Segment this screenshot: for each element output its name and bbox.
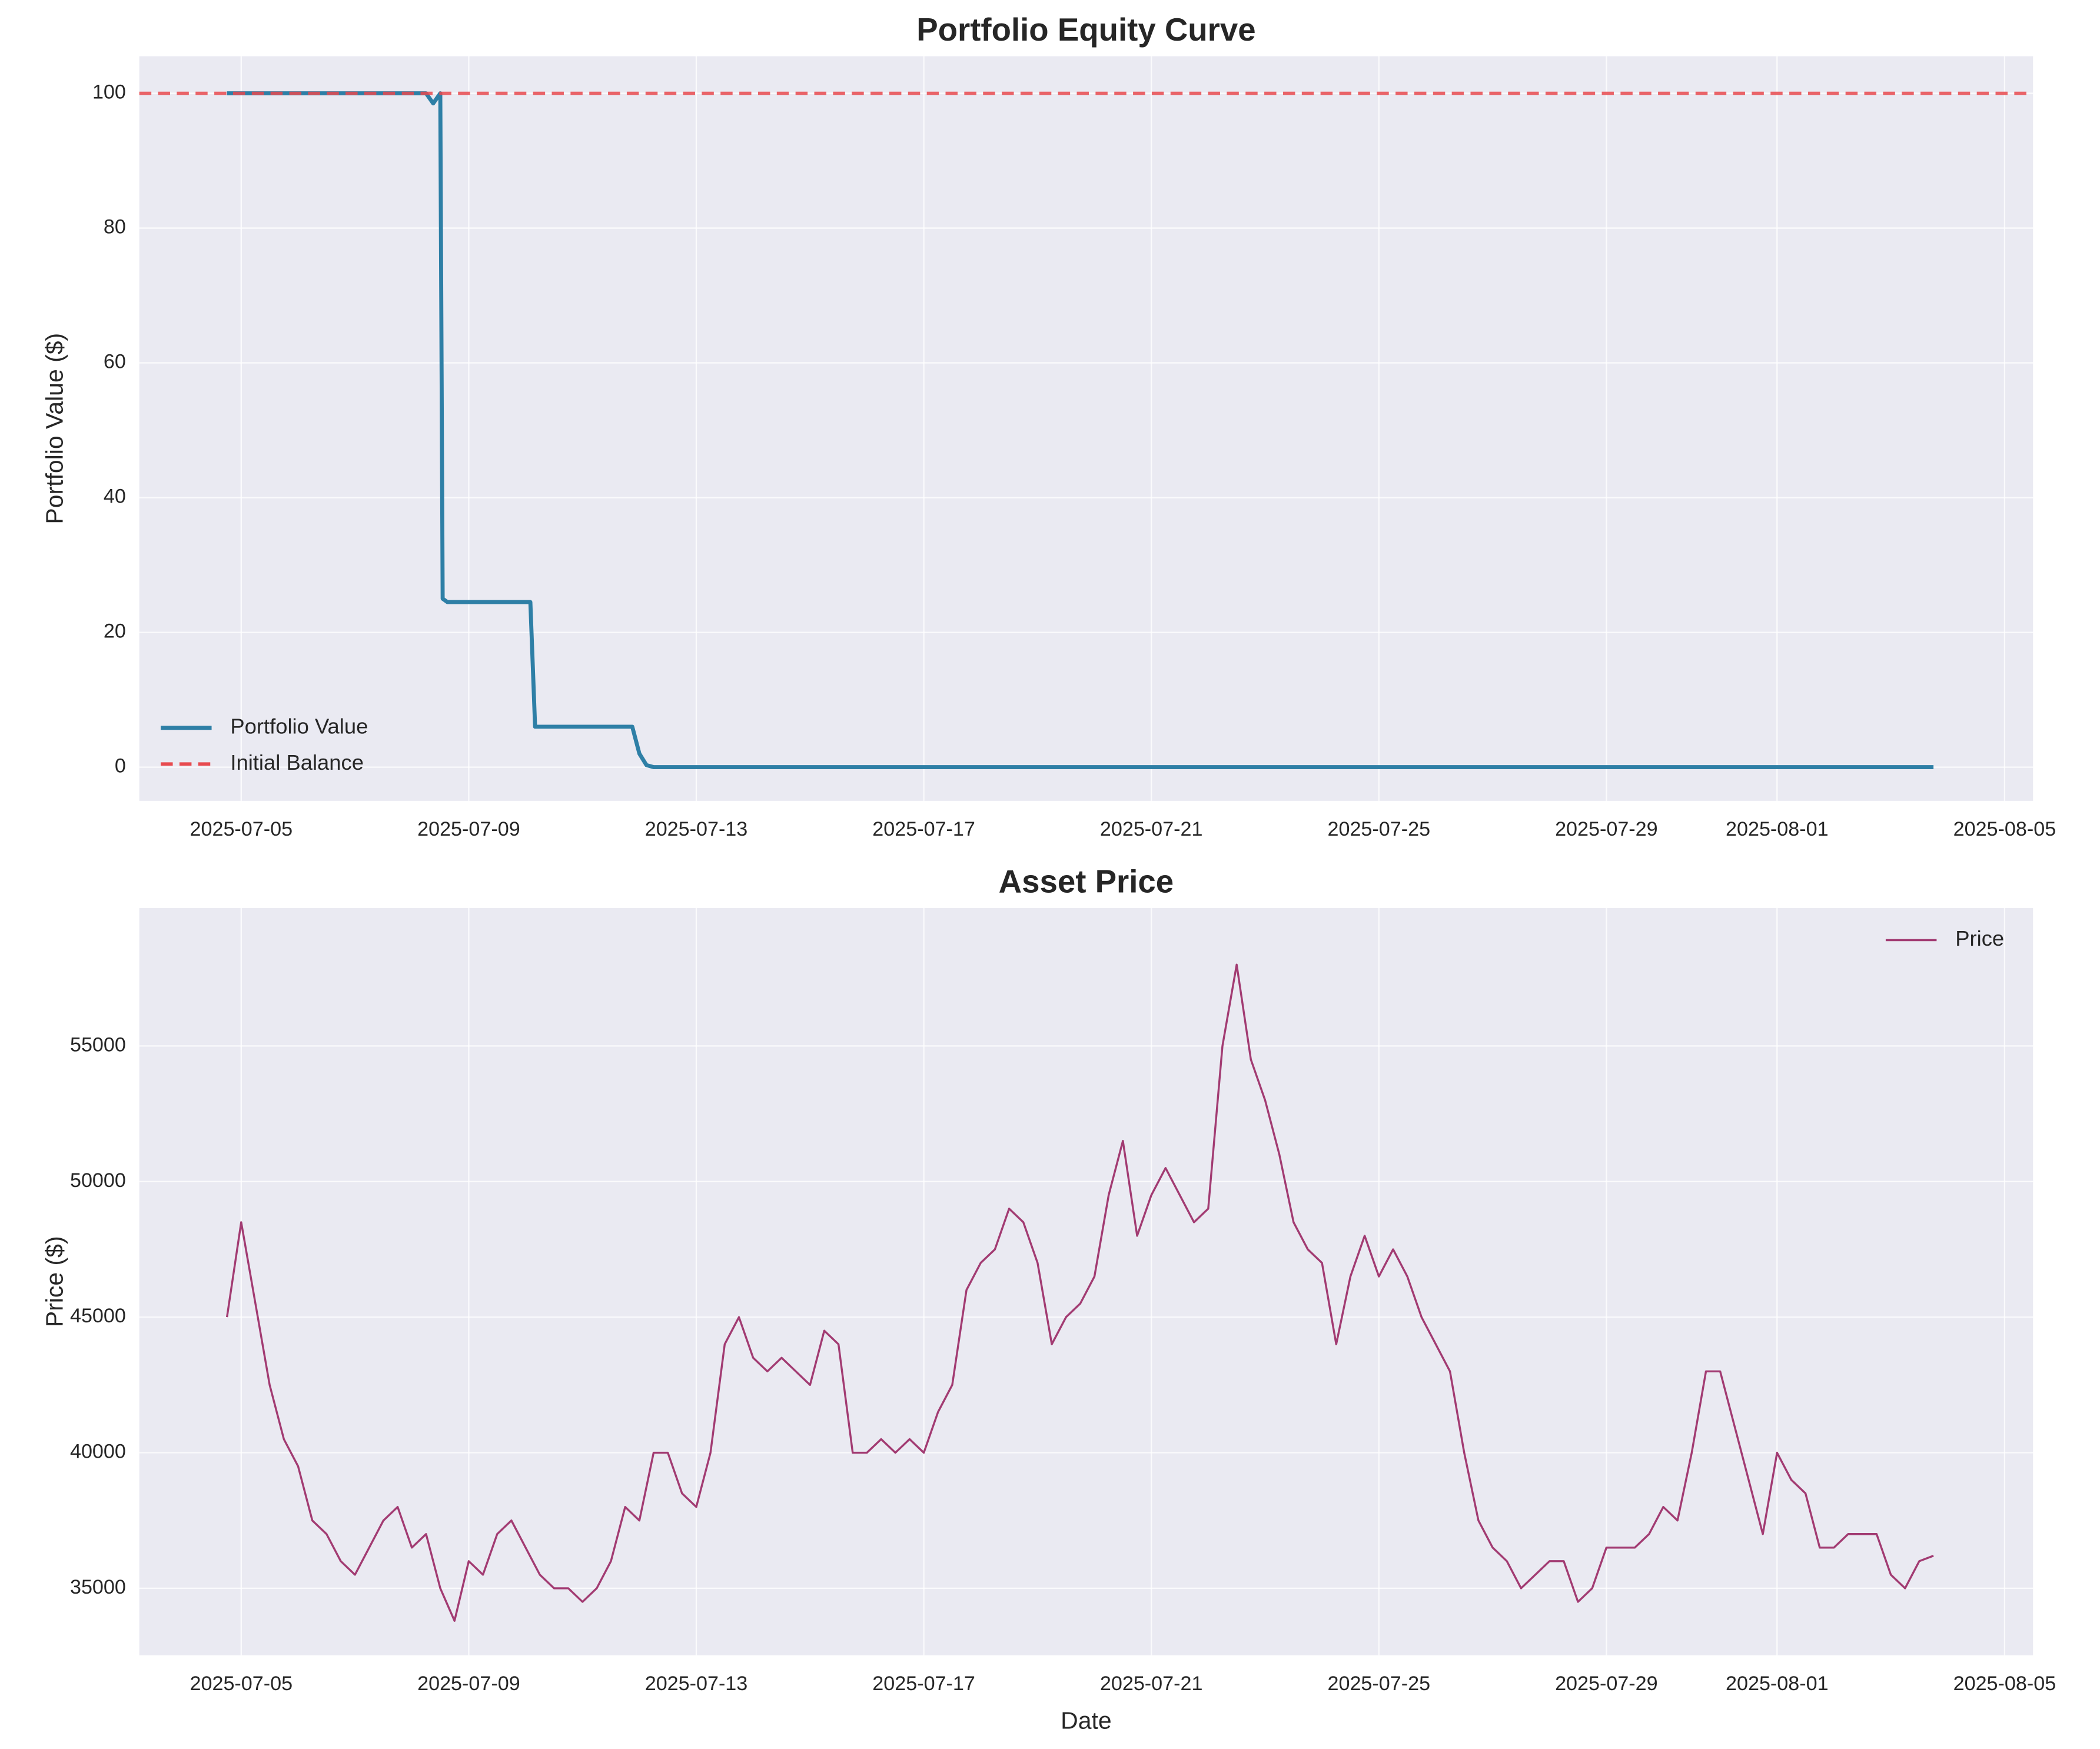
y-tick-label: 100 — [92, 81, 126, 104]
y-tick-label: 45000 — [70, 1305, 126, 1327]
x-tick-label: 2025-07-17 — [872, 1672, 975, 1695]
chart-title: Portfolio Equity Curve — [916, 12, 1255, 48]
data-line — [227, 91, 1934, 769]
x-tick-label: 2025-07-25 — [1327, 1672, 1430, 1695]
x-tick-label: 2025-07-25 — [1327, 818, 1430, 840]
y-tick-label: 55000 — [70, 1033, 126, 1056]
legend-label: Initial Balance — [230, 750, 364, 774]
plot-background — [139, 907, 2033, 1655]
x-tick-label: 2025-07-05 — [190, 818, 293, 840]
x-tick-label: 2025-07-21 — [1100, 818, 1203, 840]
y-tick-label: 80 — [104, 216, 126, 238]
x-tick-label: 2025-08-05 — [1953, 818, 2056, 840]
x-tick-label: 2025-07-29 — [1555, 1672, 1658, 1695]
x-tick-label: 2025-07-21 — [1100, 1672, 1203, 1695]
y-tick-label: 40000 — [70, 1441, 126, 1463]
x-tick-label: 2025-07-13 — [645, 1672, 748, 1695]
x-tick-label: 2025-07-13 — [645, 818, 748, 840]
y-tick-label: 60 — [104, 351, 126, 373]
plot-background — [139, 56, 2033, 801]
legend-label: Price — [1955, 926, 2004, 950]
x-tick-label: 2025-08-01 — [1726, 818, 1829, 840]
x-tick-label: 2025-07-09 — [417, 818, 520, 840]
chart-title: Asset Price — [999, 863, 1174, 899]
y-tick-label: 40 — [104, 486, 126, 508]
legend-label: Portfolio Value — [230, 714, 368, 738]
y-tick-label: 50000 — [70, 1169, 126, 1192]
x-tick-label: 2025-07-09 — [417, 1672, 520, 1695]
y-axis-label: Price ($) — [41, 1236, 68, 1327]
y-tick-label: 20 — [104, 620, 126, 643]
x-tick-label: 2025-07-05 — [190, 1672, 293, 1695]
x-axis-label: Date — [1061, 1707, 1112, 1734]
data-line — [225, 963, 1934, 1622]
y-tick-label: 35000 — [70, 1576, 126, 1598]
x-tick-label: 2025-07-17 — [872, 818, 975, 840]
y-tick-label: 0 — [115, 755, 126, 777]
x-tick-label: 2025-07-29 — [1555, 818, 1658, 840]
x-tick-label: 2025-08-05 — [1953, 1672, 2056, 1695]
y-axis-label: Portfolio Value ($) — [41, 333, 68, 524]
x-tick-label: 2025-08-01 — [1726, 1672, 1829, 1695]
